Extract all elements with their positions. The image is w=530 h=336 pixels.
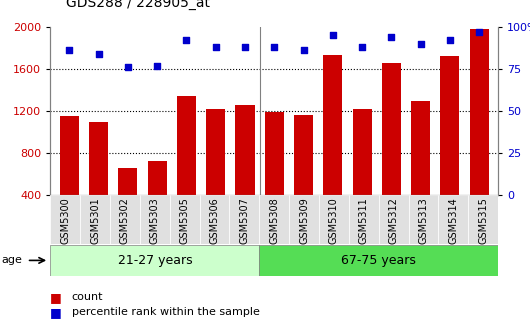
FancyBboxPatch shape	[319, 195, 349, 244]
FancyBboxPatch shape	[50, 195, 80, 244]
Bar	[323, 55, 342, 237]
Point	[241, 44, 249, 50]
FancyBboxPatch shape	[289, 195, 319, 244]
Text: GSM5307: GSM5307	[240, 197, 250, 244]
Text: GSM5300: GSM5300	[60, 197, 70, 244]
Text: GSM5303: GSM5303	[150, 197, 160, 244]
Point	[94, 51, 103, 56]
Point	[329, 33, 337, 38]
Point	[358, 44, 366, 50]
FancyBboxPatch shape	[200, 195, 229, 244]
Text: GSM5302: GSM5302	[120, 197, 130, 244]
FancyBboxPatch shape	[80, 195, 110, 244]
FancyBboxPatch shape	[140, 195, 170, 244]
FancyBboxPatch shape	[409, 195, 438, 244]
FancyBboxPatch shape	[259, 195, 289, 244]
Text: GSM5306: GSM5306	[209, 197, 219, 244]
Bar	[440, 56, 460, 237]
Text: 67-75 years: 67-75 years	[341, 254, 416, 267]
FancyBboxPatch shape	[379, 195, 409, 244]
Text: GSM5309: GSM5309	[299, 197, 309, 244]
FancyBboxPatch shape	[110, 195, 140, 244]
Point	[417, 41, 425, 46]
Text: GSM5315: GSM5315	[478, 197, 488, 244]
Bar	[265, 113, 284, 237]
Point	[387, 34, 395, 40]
Text: age: age	[1, 255, 22, 265]
Bar	[206, 109, 225, 237]
Bar	[352, 109, 372, 237]
Bar	[235, 104, 254, 237]
Bar	[148, 161, 167, 237]
Bar	[89, 122, 108, 237]
Point	[182, 38, 191, 43]
Bar	[382, 62, 401, 237]
FancyBboxPatch shape	[438, 195, 469, 244]
Point	[153, 63, 162, 68]
Bar	[411, 101, 430, 237]
FancyBboxPatch shape	[259, 245, 498, 276]
Point	[123, 65, 132, 70]
Text: GSM5312: GSM5312	[388, 197, 399, 244]
Bar	[60, 116, 79, 237]
FancyBboxPatch shape	[50, 245, 259, 276]
Text: GSM5313: GSM5313	[419, 197, 429, 244]
FancyBboxPatch shape	[229, 195, 259, 244]
Text: ■: ■	[50, 291, 62, 304]
Text: GSM5310: GSM5310	[329, 197, 339, 244]
Text: count: count	[72, 292, 103, 302]
Point	[211, 44, 220, 50]
Point	[65, 48, 74, 53]
FancyBboxPatch shape	[170, 195, 200, 244]
Bar	[470, 29, 489, 237]
Point	[475, 29, 483, 35]
Text: GSM5314: GSM5314	[448, 197, 458, 244]
Text: GDS288 / 228905_at: GDS288 / 228905_at	[66, 0, 210, 10]
Bar	[177, 96, 196, 237]
Text: GSM5308: GSM5308	[269, 197, 279, 244]
Text: GSM5305: GSM5305	[180, 197, 190, 244]
Point	[299, 48, 308, 53]
Text: 21-27 years: 21-27 years	[118, 254, 192, 267]
Text: ■: ■	[50, 306, 62, 319]
Bar	[118, 168, 137, 237]
Text: percentile rank within the sample: percentile rank within the sample	[72, 307, 259, 318]
Point	[270, 44, 279, 50]
Bar	[294, 115, 313, 237]
Text: GSM5301: GSM5301	[90, 197, 100, 244]
FancyBboxPatch shape	[349, 195, 379, 244]
FancyBboxPatch shape	[469, 195, 498, 244]
Point	[446, 38, 454, 43]
Text: GSM5311: GSM5311	[359, 197, 369, 244]
